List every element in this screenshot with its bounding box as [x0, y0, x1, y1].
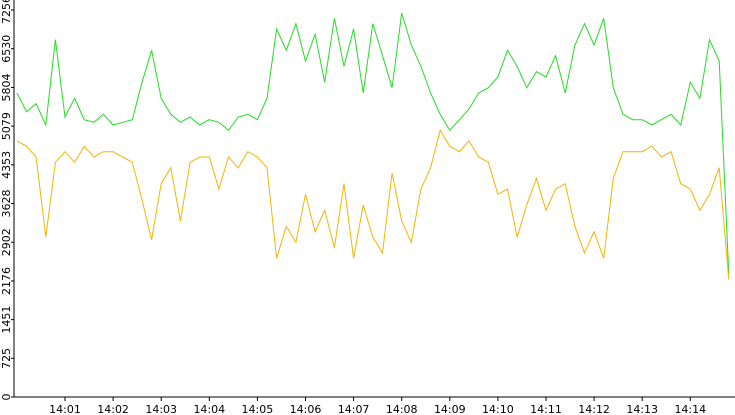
- y-tick-label: 6530: [0, 35, 13, 63]
- y-tick-label: 3628: [0, 190, 13, 218]
- y-tick-label: 7256: [0, 0, 13, 24]
- x-tick-label: 14:11: [530, 403, 562, 415]
- x-tick-label: 14:03: [145, 403, 177, 415]
- x-tick-label: 14:07: [338, 403, 370, 415]
- y-tick-label: 0: [0, 394, 13, 401]
- x-tick-label: 14:13: [626, 403, 658, 415]
- x-tick-label: 14:12: [578, 403, 610, 415]
- x-tick-label: 14:01: [49, 403, 81, 415]
- y-tick-label: 4353: [0, 151, 13, 179]
- x-tick-label: 14:09: [434, 403, 466, 415]
- y-tick-label: 5079: [0, 112, 13, 140]
- x-tick-label: 14:08: [386, 403, 418, 415]
- x-tick-label: 14:02: [97, 403, 129, 415]
- y-tick-label: 2902: [0, 228, 13, 256]
- x-tick-label: 14:06: [290, 403, 322, 415]
- series-line: [16, 129, 730, 280]
- series-line: [16, 12, 730, 275]
- x-tick-label: 14:04: [193, 403, 225, 415]
- y-tick-label: 5804: [0, 73, 13, 101]
- x-tick-label: 14:05: [242, 403, 274, 415]
- x-tick-label: 14:14: [674, 403, 706, 415]
- y-tick-label: 1451: [0, 306, 13, 334]
- x-tick-label: 14:10: [482, 403, 514, 415]
- y-tick-label: 2176: [0, 267, 13, 295]
- y-tick-label: 725: [0, 348, 13, 369]
